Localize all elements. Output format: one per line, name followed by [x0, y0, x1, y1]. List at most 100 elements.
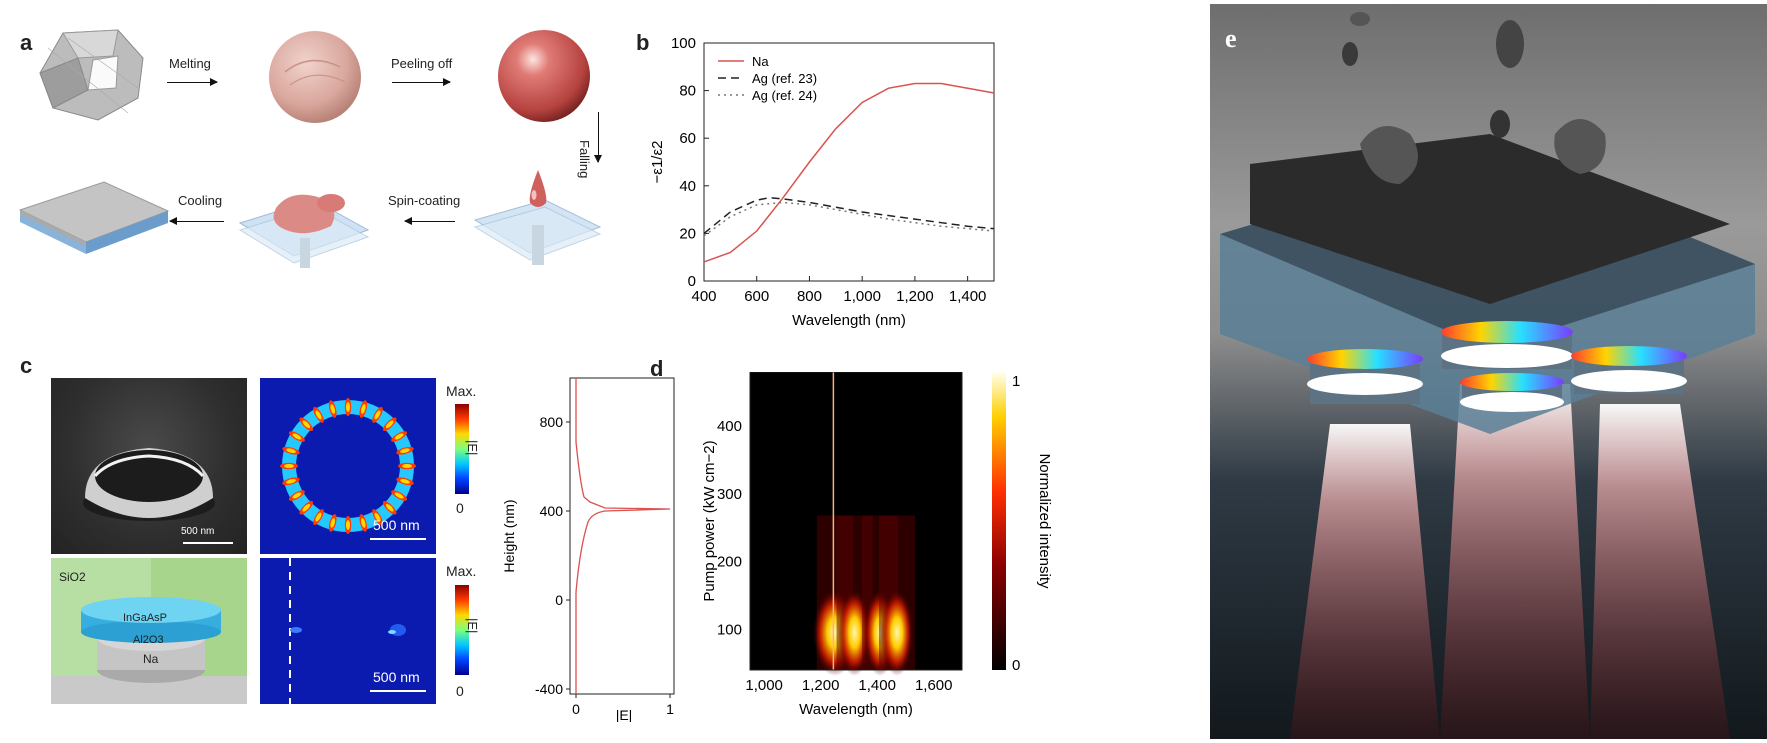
colorbar2-max-label: Max. — [446, 563, 477, 579]
cooling-step-label: Cooling — [178, 193, 223, 208]
chart-b-xtick-label: 600 — [744, 288, 769, 305]
panel-c-label: c — [20, 353, 33, 378]
ring-mode-lobe-core — [374, 512, 381, 522]
ring-mode-lobe-core — [402, 464, 412, 468]
al2o3-layer-label: Al2O3 — [133, 634, 164, 646]
sio2-layer-label: SiO2 — [59, 570, 86, 584]
chart-b-xtick-label: 1,200 — [896, 288, 934, 305]
ring-mode-lobe-core — [385, 503, 394, 512]
spin-coating-step-label: Spin-coating — [388, 193, 461, 208]
profile-ytick-0: 0 — [555, 592, 563, 608]
ring-mode-lobe-core — [360, 404, 366, 414]
melting-step-label: Melting — [169, 56, 211, 71]
chart-b-ylabel: −ε1/ε2 — [649, 141, 666, 184]
chart-d-colorbar — [992, 372, 1006, 670]
chart-d-colorbar-max: 1 — [1012, 373, 1020, 390]
chart-b-xtick-label: 1,400 — [949, 288, 987, 305]
ring-mode-lobe-core — [330, 518, 336, 528]
ring-mode-inner — [296, 414, 400, 518]
chart-d-xtick-label: 1,000 — [745, 677, 783, 694]
chart-b-legend-label: Na — [752, 54, 769, 69]
panel-e-label: e — [1225, 24, 1237, 53]
chart-d-ylabel: Pump power (kW cm−2) — [701, 440, 718, 601]
chart-b-xlabel: Wavelength (nm) — [792, 312, 906, 329]
ring-mode-lobe-core — [394, 492, 404, 499]
pillar-4 — [1460, 373, 1564, 412]
panel-d-label: d — [650, 356, 664, 381]
ingaasp-layer-label: InGaAsP — [123, 612, 168, 624]
ring-mode-lobe-core — [400, 448, 410, 454]
chart-d-ytick-label: 200 — [717, 554, 742, 571]
field-map-scale-label: 500 nm — [373, 517, 420, 533]
ring-mode-lobe-core — [385, 420, 394, 429]
panel-b-label: b — [636, 30, 650, 55]
colorbar-gradient — [455, 404, 469, 494]
chart-b-xtick-label: 1,000 — [843, 288, 881, 305]
profile-xtick-0: 0 — [572, 701, 580, 717]
field-map-scale-bar — [370, 538, 426, 540]
chart-b-permittivity-ratio: 400 600 800 1,000 1,200 1,400 0 20 40 60 80 100 Wave… — [649, 35, 995, 329]
chart-b-ytick-label: 40 — [679, 178, 696, 195]
colorbar2-min-label: 0 — [456, 683, 464, 699]
field-map2-scale-label: 500 nm — [373, 669, 420, 685]
ring-mode-lobe-core — [302, 503, 311, 512]
peeling-step-label: Peeling off — [391, 56, 453, 71]
chart-b-ytick-label: 60 — [679, 130, 696, 147]
ring-mode-lobe-core — [374, 410, 381, 420]
ring-mode-lobe-core — [400, 478, 410, 484]
sodium-sphere-image — [498, 30, 590, 122]
chart-b-series-line — [703, 196, 995, 234]
colorbar-min-label: 0 — [456, 500, 464, 516]
field-map-ring-mode: 500 nm — [260, 378, 436, 554]
sem-image: 500 nm — [51, 378, 247, 554]
na-layer-label: Na — [143, 652, 159, 666]
colorbar-axis-label: |E| — [465, 440, 480, 456]
ring-mode-lobe-core — [292, 492, 302, 499]
melting-arrow — [167, 78, 218, 86]
spin-coating-arrow — [404, 217, 455, 225]
chart-b-ytick-label: 100 — [671, 35, 696, 52]
chart-b-ytick-label: 0 — [688, 273, 696, 290]
ring-mode-lobe-core — [346, 520, 350, 530]
chart-d-colorbar-min: 0 — [1012, 657, 1020, 674]
chart-d-emission-band — [880, 589, 913, 676]
ring-mode-lobe-core — [302, 420, 311, 429]
sem-scale-label: 500 nm — [181, 526, 215, 537]
chart-d-frame — [749, 372, 963, 671]
chart-b-xtick-label: 800 — [797, 288, 822, 305]
chart-d-xtick-label: 1,200 — [802, 677, 840, 694]
chart-b-legend-label: Ag (ref. 23) — [752, 71, 817, 86]
falling-arrow — [594, 112, 602, 163]
profile-xlabel: |E| — [616, 707, 633, 722]
ring-mode-lobe-core — [286, 448, 296, 454]
pillar-1 — [1307, 349, 1423, 404]
chart-d-ytick-label: 300 — [717, 486, 742, 503]
profile-xtick-1: 1 — [666, 701, 674, 717]
chart-d-colorbar-label: Normalized intensity — [1036, 453, 1053, 589]
laser-array-illustration: e — [1210, 4, 1767, 739]
chart-d-ytick-label: 100 — [717, 621, 742, 638]
ring-mode-lobe-core — [286, 478, 296, 484]
panel-a-label: a — [20, 30, 33, 55]
chart-b-series-line — [703, 82, 995, 263]
ring-mode-lobe-core — [360, 518, 366, 528]
spin-stage-drop-image — [473, 170, 602, 265]
spin-coated-film-image — [238, 194, 370, 268]
chart-b-legend-label: Ag (ref. 24) — [752, 88, 817, 103]
ring-mode-lobe-core — [292, 433, 302, 440]
profile-ytick-neg400: -400 — [535, 681, 563, 697]
ring-mode-lobe-core — [330, 404, 336, 414]
cooling-arrow — [169, 217, 224, 225]
field-map2-scale-bar — [370, 690, 426, 692]
chart-b-frame — [703, 42, 995, 282]
field-map-cross-section: 500 nm — [260, 558, 436, 704]
chart-b-series-line — [703, 201, 995, 237]
sodium-chunk-image — [39, 29, 144, 121]
chart-d-ytick-label: 400 — [717, 418, 742, 435]
chart-b-ytick-label: 20 — [679, 225, 696, 242]
ring-mode-lobe-core — [315, 410, 322, 420]
molten-sphere-image — [269, 31, 361, 123]
peeling-arrow — [392, 78, 451, 86]
pillar-3 — [1571, 346, 1687, 394]
chart-d-xtick-label: 1,400 — [858, 677, 896, 694]
